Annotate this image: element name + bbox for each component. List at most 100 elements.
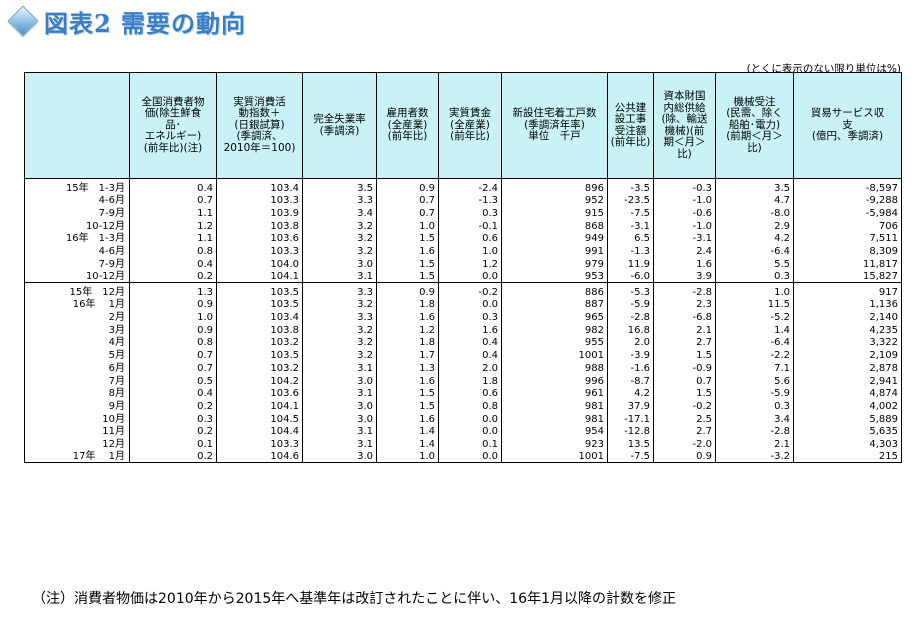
value-cell: 3.5: [715, 178, 794, 194]
value-cell: 103.5: [216, 348, 303, 362]
value-cell: 11.9: [607, 257, 654, 270]
value-cell: 5.5: [715, 257, 794, 270]
column-header: 機械受注 (民需、除く 船舶･電力) (前期＜月＞ 比): [715, 72, 794, 179]
value-cell: -5.9: [607, 297, 654, 311]
value-cell: -2.8: [653, 282, 716, 298]
value-cell: -0.1: [438, 218, 502, 232]
value-cell: 3.2: [302, 335, 377, 349]
value-cell: 103.3: [216, 437, 303, 451]
value-cell: -0.2: [438, 282, 502, 298]
value-cell: 103.3: [216, 193, 303, 207]
value-cell: 1.6: [376, 373, 439, 387]
value-cell: 965: [501, 310, 608, 323]
value-cell: -3.9: [607, 348, 654, 362]
period-cell: 5月: [24, 348, 130, 362]
value-cell: 104.0: [216, 257, 303, 270]
value-cell: 0.7: [129, 348, 217, 362]
table-row: 4-6月 0.8 103.3 3.2 1.6 1.0 991 -1.3 2.4 -6.4 8,309: [24, 244, 902, 258]
value-cell: -0.9: [653, 361, 716, 374]
value-cell: 103.5: [216, 282, 303, 298]
value-cell: 1.5: [376, 399, 439, 412]
period-cell: 16年 1月: [24, 297, 130, 311]
value-cell: 1.6: [653, 257, 716, 270]
value-cell: 4,002: [793, 399, 902, 412]
value-cell: 104.1: [216, 399, 303, 412]
table-row: 5月 0.7 103.5 3.2 1.7 0.4 1001 -3.9 1.5 -2.2 2,109: [24, 348, 902, 362]
value-cell: -6.8: [653, 310, 716, 323]
value-cell: 5,635: [793, 424, 902, 438]
value-cell: 103.8: [216, 322, 303, 336]
table-row: 10-12月 0.2 104.1 3.1 1.5 0.0 953 -6.0 3.9 0.3 15,8…: [24, 269, 902, 284]
table-row: 16年 1-3月 1.1 103.6 3.2 1.5 0.6 949 6.5 -3.1 4.2 7,…: [24, 231, 902, 245]
value-cell: 868: [501, 218, 608, 232]
value-cell: -3.2: [715, 450, 794, 464]
period-cell: 3月: [24, 322, 130, 336]
value-cell: -12.8: [607, 424, 654, 438]
value-cell: 923: [501, 437, 608, 451]
value-cell: 0.6: [438, 386, 502, 400]
value-cell: 0.9: [376, 178, 439, 194]
value-cell: -2.4: [438, 178, 502, 194]
table-row: 12月 0.1 103.3 3.1 1.4 0.1 923 13.5 -2.0 2.1 4,303: [24, 437, 902, 451]
value-cell: 1.0: [715, 282, 794, 298]
value-cell: 1.5: [653, 348, 716, 362]
value-cell: -7.5: [607, 450, 654, 464]
value-cell: -5.9: [715, 386, 794, 400]
value-cell: 3.2: [302, 322, 377, 336]
table-row: 6月 0.7 103.2 3.1 1.3 2.0 988 -1.6 -0.9 7.1 2,878: [24, 361, 902, 374]
value-cell: 104.1: [216, 269, 303, 284]
value-cell: 3.2: [302, 218, 377, 232]
table-row: 10月 0.3 104.5 3.0 1.6 0.0 981 -17.1 2.5 3.4 5,889: [24, 412, 902, 425]
table-row: 15年 12月 1.3 103.5 3.3 0.9 -0.2 886 -5.3 -2.8 1.0 9…: [24, 282, 902, 298]
value-cell: 3.9: [653, 269, 716, 284]
value-cell: -3.5: [607, 178, 654, 194]
value-cell: 949: [501, 231, 608, 245]
value-cell: -0.6: [653, 206, 716, 219]
value-cell: 0.7: [129, 193, 217, 207]
value-cell: 11.5: [715, 297, 794, 311]
value-cell: 103.2: [216, 361, 303, 374]
value-cell: 0.0: [438, 269, 502, 284]
column-header: 全国消費者物 価(除生鮮食 品･ エネルギー) (前年比)(注): [129, 72, 217, 179]
value-cell: -6.4: [715, 335, 794, 349]
value-cell: 3.1: [302, 424, 377, 438]
value-cell: 215: [793, 450, 902, 464]
column-header: 完全失業率 (季調済): [302, 72, 377, 179]
header-row: 全国消費者物 価(除生鮮食 品･ エネルギー) (前年比)(注) 実質消費活 動指…: [24, 72, 902, 179]
value-cell: 3,322: [793, 335, 902, 349]
value-cell: 996: [501, 373, 608, 387]
value-cell: 1.8: [438, 373, 502, 387]
value-cell: 13.5: [607, 437, 654, 451]
value-cell: 1.6: [438, 322, 502, 336]
value-cell: -1.3: [438, 193, 502, 207]
value-cell: 8,309: [793, 244, 902, 258]
value-cell: -2.8: [715, 424, 794, 438]
value-cell: 15,827: [793, 269, 902, 284]
value-cell: 3.1: [302, 386, 377, 400]
demand-table: 全国消費者物 価(除生鮮食 品･ エネルギー) (前年比)(注) 実質消費活 動指…: [24, 72, 902, 464]
value-cell: 2.4: [653, 244, 716, 258]
value-cell: -23.5: [607, 193, 654, 207]
value-cell: 3.3: [302, 193, 377, 207]
column-header: 実質消費活 動指数＋ (日銀試算) (季調済、 2010年＝100): [216, 72, 303, 179]
value-cell: 104.2: [216, 373, 303, 387]
value-cell: 3.0: [302, 450, 377, 464]
value-cell: 3.0: [302, 412, 377, 425]
period-cell: 16年 1-3月: [24, 231, 130, 245]
value-cell: 16.8: [607, 322, 654, 336]
value-cell: 1.6: [376, 412, 439, 425]
value-cell: -17.1: [607, 412, 654, 425]
value-cell: -0.3: [653, 178, 716, 194]
value-cell: 103.9: [216, 206, 303, 219]
value-cell: 961: [501, 386, 608, 400]
value-cell: 2.7: [653, 424, 716, 438]
value-cell: 0.2: [129, 424, 217, 438]
column-header: 新設住宅着工戸数 (季調済年率) 単位 千戸: [501, 72, 608, 179]
value-cell: 0.8: [129, 244, 217, 258]
table-row: 9月 0.2 104.1 3.0 1.5 0.8 981 37.9 -0.2 0.3 4,002: [24, 399, 902, 412]
value-cell: 0.2: [129, 399, 217, 412]
value-cell: 4,235: [793, 322, 902, 336]
value-cell: 1.6: [376, 310, 439, 323]
value-cell: 1001: [501, 348, 608, 362]
value-cell: -6.4: [715, 244, 794, 258]
